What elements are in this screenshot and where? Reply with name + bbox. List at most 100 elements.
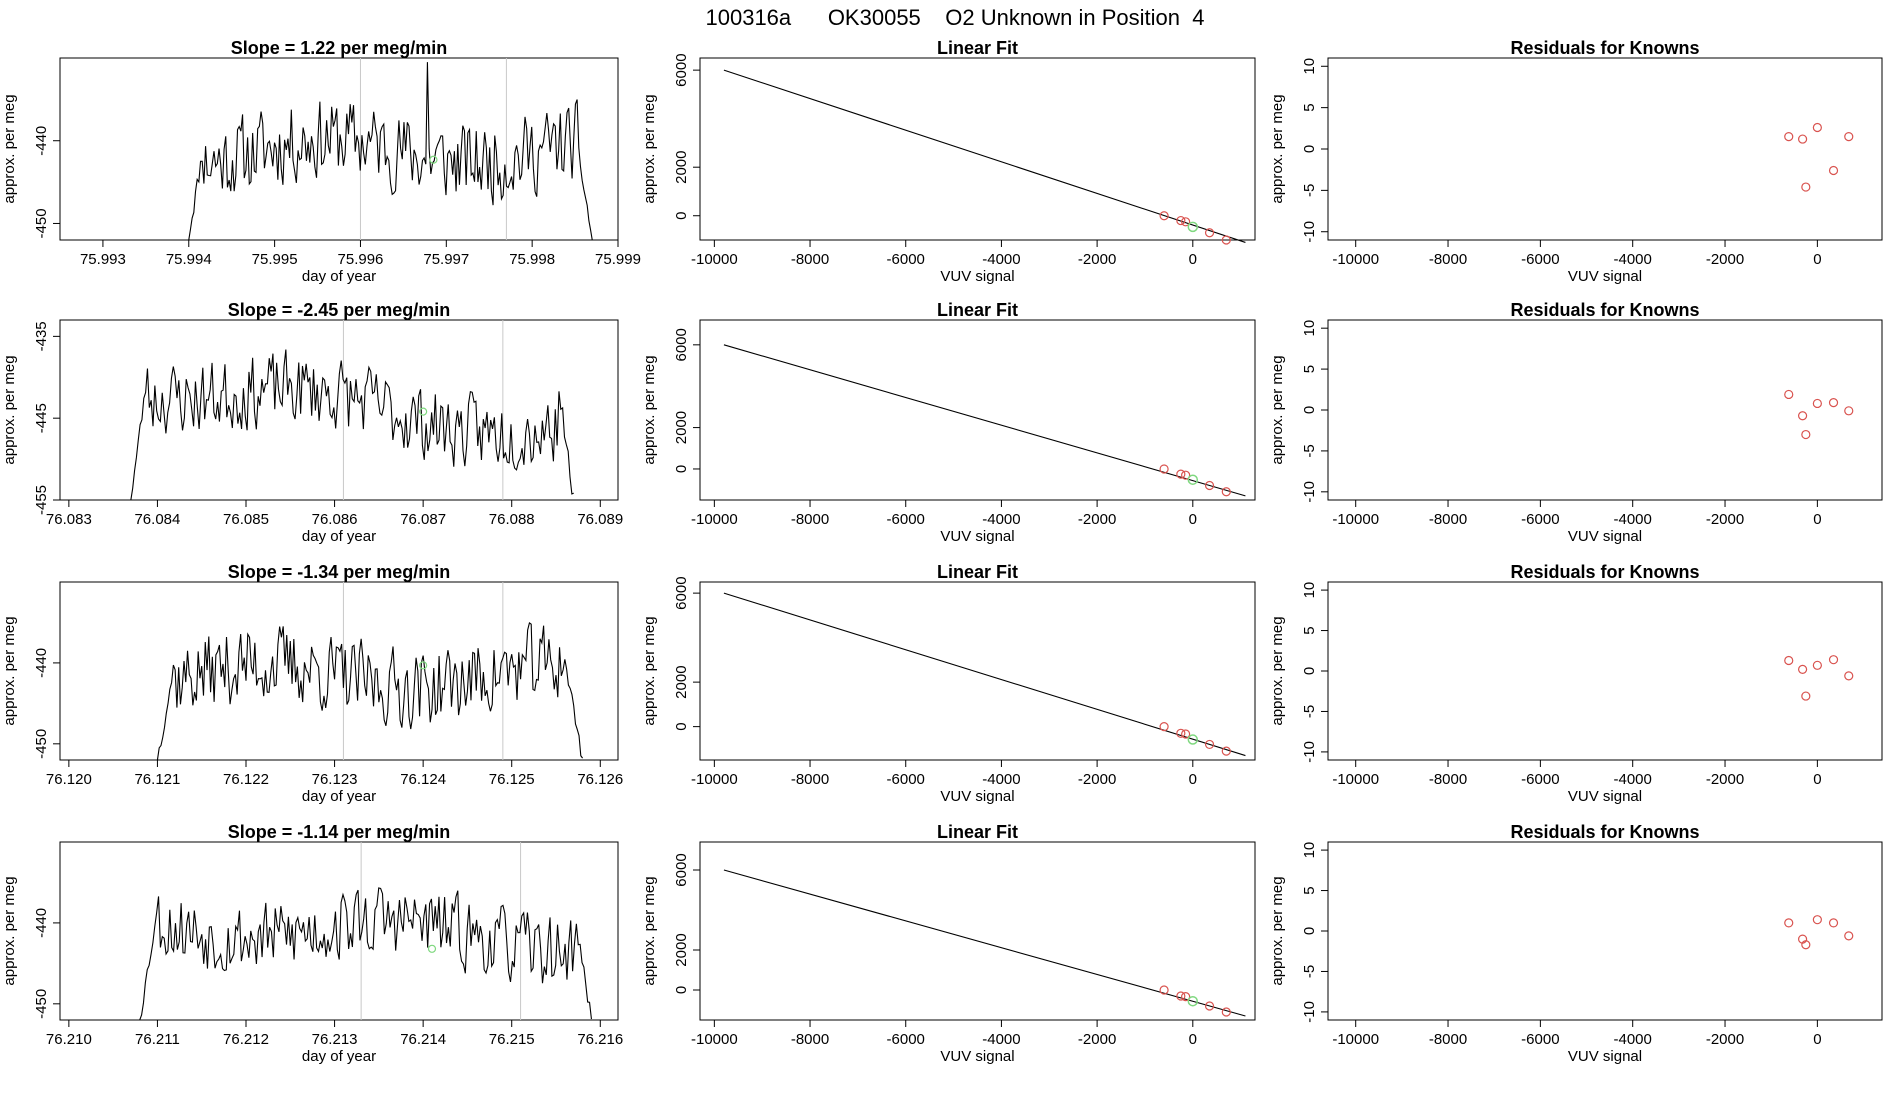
x-tick-label: 76.122 xyxy=(223,771,269,788)
y-tick-label: 0 xyxy=(1301,667,1318,675)
y-axis-label: approx. per meg xyxy=(1,876,18,985)
residual-point xyxy=(1812,398,1822,409)
residual-point xyxy=(1812,915,1822,925)
y-tick-label: 10 xyxy=(1301,842,1318,859)
x-axis-label: day of year xyxy=(302,1048,376,1065)
x-tick-label: -6000 xyxy=(887,1031,925,1048)
x-tick-label: 76.121 xyxy=(134,771,180,788)
residuals-panel: Residuals for Knowns VUV signal approx. pe… xyxy=(1269,822,1883,1065)
x-tick-label: 75.993 xyxy=(80,251,126,268)
linear-fit-panel: Linear Fit VUV signal approx. per meg -1000… xyxy=(641,300,1256,545)
known-standard-point xyxy=(1204,228,1215,238)
x-axis-label: VUV signal xyxy=(940,268,1014,285)
residual-point xyxy=(1784,389,1794,400)
y-tick-label: 2000 xyxy=(673,933,690,966)
x-tick-label: -4000 xyxy=(1614,1031,1652,1048)
x-axis-label: VUV signal xyxy=(940,1048,1014,1065)
x-tick-label: -8000 xyxy=(1429,1031,1467,1048)
plot-frame xyxy=(1327,57,1883,241)
known-standard-point xyxy=(1204,739,1215,750)
x-axis-label: VUV signal xyxy=(940,528,1014,545)
y-tick-label: -10 xyxy=(1301,741,1318,763)
linear-fit-panel: Linear Fit VUV signal approx. per meg -1000… xyxy=(641,562,1256,805)
residuals-panel: Residuals for Knowns VUV signal approx. pe… xyxy=(1269,38,1883,285)
linear-fit-panel: Linear Fit VUV signal approx. per meg -1000… xyxy=(641,822,1256,1065)
plot-frame xyxy=(699,319,1256,501)
residual-point xyxy=(1844,131,1854,142)
x-tick-label: -6000 xyxy=(1521,771,1559,788)
unknown-mean-marker xyxy=(429,155,438,164)
fit-line xyxy=(723,69,1246,243)
x-tick-label: 0 xyxy=(1189,1031,1197,1048)
x-axis-label: VUV signal xyxy=(1568,788,1642,805)
x-tick-label: -8000 xyxy=(1429,511,1467,528)
x-tick-label: -8000 xyxy=(1429,771,1467,788)
known-standard-point xyxy=(1181,991,1191,1002)
x-tick-label: -6000 xyxy=(1521,1031,1559,1048)
unknown-mean-marker xyxy=(419,661,428,670)
y-tick-label: 5 xyxy=(1301,626,1318,634)
x-tick-label: 75.995 xyxy=(252,251,298,268)
x-tick-label: 76.212 xyxy=(223,1031,269,1048)
x-tick-label: 75.996 xyxy=(338,251,384,268)
residual-point xyxy=(1797,411,1808,421)
y-tick-label: 10 xyxy=(1301,582,1318,599)
residuals-panel: Residuals for Knowns VUV signal approx. pe… xyxy=(1269,562,1883,805)
x-tick-label: 76.088 xyxy=(489,511,535,528)
x-tick-label: -2000 xyxy=(1078,511,1116,528)
y-axis-label: approx. per meg xyxy=(1,94,18,203)
x-tick-label: -2000 xyxy=(1706,771,1744,788)
residual-point xyxy=(1801,940,1811,950)
plot-frame xyxy=(1327,841,1883,1021)
fit-line xyxy=(723,869,1246,1017)
panel-title: Slope = -1.34 per meg/min xyxy=(228,562,451,582)
x-tick-label: -2000 xyxy=(1706,251,1744,268)
x-tick-label: 76.214 xyxy=(400,1031,446,1048)
y-tick-label: -455 xyxy=(33,485,50,515)
y-axis-label: approx. per meg xyxy=(1269,355,1286,464)
x-axis-label: VUV signal xyxy=(940,788,1014,805)
y-tick-label: 0 xyxy=(673,465,690,473)
x-tick-label: -10000 xyxy=(1332,771,1379,788)
known-standard-point xyxy=(1221,1007,1231,1017)
plot-frame xyxy=(699,57,1256,241)
residual-point xyxy=(1844,931,1854,941)
x-tick-label: 75.997 xyxy=(423,251,469,268)
plot-frame xyxy=(59,319,619,501)
y-axis-label: approx. per meg xyxy=(1,355,18,464)
x-tick-label: 0 xyxy=(1813,1031,1821,1048)
x-tick-label: -4000 xyxy=(982,771,1020,788)
residual-point xyxy=(1797,664,1808,674)
x-tick-label: -6000 xyxy=(887,251,925,268)
x-tick-label: 76.087 xyxy=(400,511,446,528)
panel-title: Residuals for Knowns xyxy=(1510,300,1699,320)
known-standard-point xyxy=(1221,487,1231,497)
signal-trace xyxy=(139,887,592,1021)
panel-title: Residuals for Knowns xyxy=(1510,822,1699,842)
x-tick-label: -8000 xyxy=(791,771,829,788)
known-standard-point xyxy=(1181,729,1191,739)
x-tick-label: 76.215 xyxy=(489,1031,535,1048)
residual-point xyxy=(1797,134,1808,144)
y-tick-label: 10 xyxy=(1301,320,1318,337)
x-axis-label: day of year xyxy=(302,268,376,285)
x-tick-label: 76.126 xyxy=(577,771,623,788)
y-tick-label: 0 xyxy=(673,986,690,994)
residual-point xyxy=(1784,655,1794,666)
y-tick-label: -5 xyxy=(1301,444,1318,457)
y-tick-label: 0 xyxy=(673,722,690,730)
figure-title: 100316a OK30055 O2 Unknown in Position 4 xyxy=(706,5,1205,30)
x-tick-label: -2000 xyxy=(1078,771,1116,788)
x-axis-label: VUV signal xyxy=(1568,1048,1642,1065)
x-tick-label: -6000 xyxy=(887,771,925,788)
y-axis-label: approx. per meg xyxy=(1269,876,1286,985)
residual-point xyxy=(1828,655,1839,665)
known-standard-point xyxy=(1204,480,1215,491)
plot-frame xyxy=(1327,319,1883,501)
y-tick-label: 0 xyxy=(1301,927,1318,935)
y-tick-label: -440 xyxy=(33,126,50,156)
x-tick-label: 75.999 xyxy=(595,251,641,268)
y-axis-label: approx. per meg xyxy=(641,616,658,725)
y-tick-label: 6000 xyxy=(673,53,690,86)
